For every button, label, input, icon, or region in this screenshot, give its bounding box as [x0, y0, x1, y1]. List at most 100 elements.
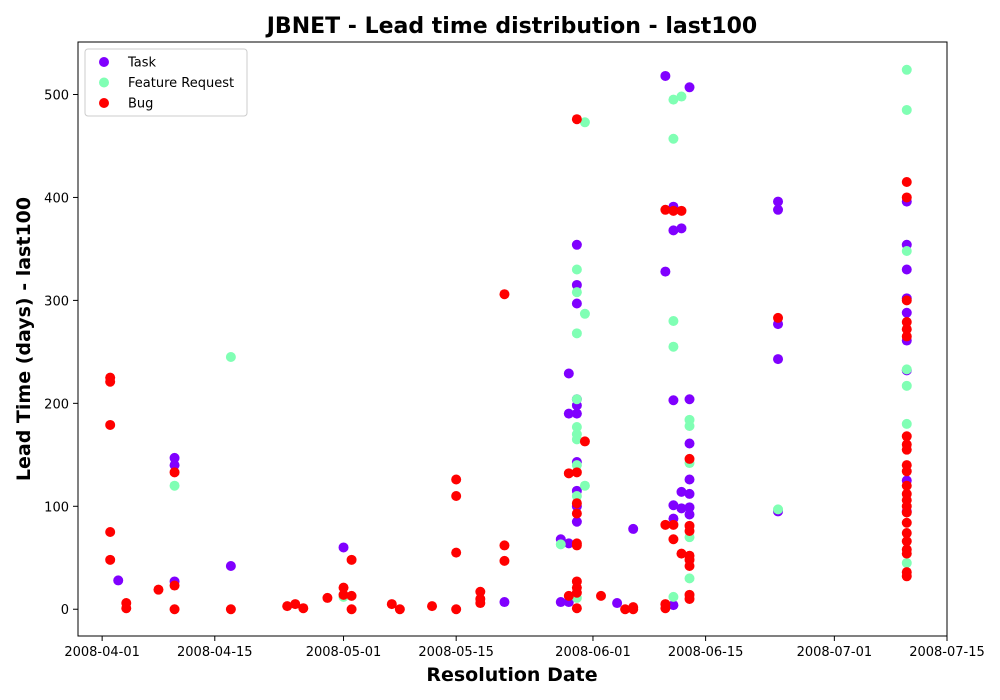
data-point: [684, 438, 695, 449]
data-point: [169, 580, 180, 591]
data-point: [563, 538, 574, 549]
data-point: [105, 527, 116, 538]
data-point: [225, 604, 236, 615]
data-point: [676, 503, 687, 514]
data-point: [579, 480, 590, 491]
data-point: [773, 354, 784, 365]
data-point: [901, 324, 912, 335]
data-point: [901, 364, 912, 375]
data-point: [684, 82, 695, 93]
data-point: [684, 502, 695, 513]
x-tick-label: 2008-05-15: [418, 645, 494, 660]
data-point: [684, 573, 695, 584]
data-point: [684, 453, 695, 464]
data-point: [676, 91, 687, 102]
data-point: [668, 591, 679, 602]
data-point: [571, 328, 582, 339]
x-tick-label: 2008-07-15: [909, 645, 985, 660]
data-point: [563, 468, 574, 479]
data-point: [684, 560, 695, 571]
data-point: [290, 599, 301, 610]
data-point: [901, 517, 912, 528]
data-point: [105, 554, 116, 565]
data-point: [901, 104, 912, 115]
data-point: [901, 480, 912, 491]
data-point: [121, 603, 132, 614]
data-point: [571, 298, 582, 309]
data-point: [571, 603, 582, 614]
data-point: [684, 509, 695, 520]
data-point: [684, 593, 695, 604]
data-point: [628, 604, 639, 615]
data-point: [901, 380, 912, 391]
data-point: [563, 590, 574, 601]
data-point: [571, 394, 582, 405]
legend: Task Feature Request Bug: [84, 48, 248, 117]
data-point: [901, 571, 912, 582]
data-point: [225, 560, 236, 571]
plot-area: [77, 41, 948, 637]
data-point: [901, 317, 912, 328]
legend-marker: [99, 98, 109, 108]
data-point: [571, 467, 582, 478]
legend-box: [84, 48, 248, 117]
data-point: [571, 408, 582, 419]
data-point: [901, 431, 912, 442]
data-point: [668, 534, 679, 545]
data-point: [901, 295, 912, 306]
data-point: [901, 557, 912, 568]
data-point: [901, 466, 912, 477]
y-axis-ticks: 0 100 200 300 400 500: [44, 89, 78, 618]
chart-title: JBNET - Lead time distribution - last100: [265, 14, 758, 39]
data-point: [571, 114, 582, 125]
data-point: [901, 245, 912, 256]
data-point: [773, 312, 784, 323]
data-point: [346, 590, 357, 601]
data-point: [563, 368, 574, 379]
data-point: [684, 420, 695, 431]
data-point: [394, 604, 405, 615]
y-tick-label: 300: [44, 294, 69, 309]
data-point: [169, 604, 180, 615]
data-point: [571, 434, 582, 445]
series-bug: [105, 114, 912, 615]
data-point: [169, 460, 180, 471]
legend-label: Task: [127, 56, 157, 71]
data-point: [901, 192, 912, 203]
data-point: [660, 603, 671, 614]
data-point: [676, 548, 687, 559]
data-point: [901, 536, 912, 547]
data-point: [901, 331, 912, 342]
data-point: [773, 504, 784, 515]
data-point: [676, 205, 687, 216]
data-point: [338, 582, 349, 593]
data-point: [901, 64, 912, 75]
data-point: [338, 542, 349, 553]
x-tick-label: 2008-06-01: [555, 645, 631, 660]
data-point: [571, 422, 582, 433]
data-point: [571, 490, 582, 501]
data-point: [571, 287, 582, 298]
data-point: [660, 519, 671, 530]
legend-marker: [99, 77, 109, 88]
data-point: [596, 590, 607, 601]
data-point: [475, 586, 486, 597]
data-point: [668, 500, 679, 511]
data-point: [105, 419, 116, 430]
data-point: [571, 264, 582, 275]
data-point: [499, 289, 510, 300]
y-tick-label: 200: [44, 397, 69, 412]
y-tick-label: 100: [44, 500, 69, 515]
data-point: [668, 205, 679, 216]
data-point: [555, 597, 566, 608]
data-point: [612, 598, 623, 609]
data-point: [563, 408, 574, 419]
data-point: [668, 94, 679, 105]
x-tick-label: 2008-04-01: [64, 645, 140, 660]
x-axis-label: Resolution Date: [426, 664, 597, 686]
x-tick-label: 2008-04-15: [177, 645, 253, 660]
data-point: [901, 418, 912, 429]
data-point: [322, 592, 333, 603]
data-point: [660, 204, 671, 215]
data-point: [901, 444, 912, 455]
